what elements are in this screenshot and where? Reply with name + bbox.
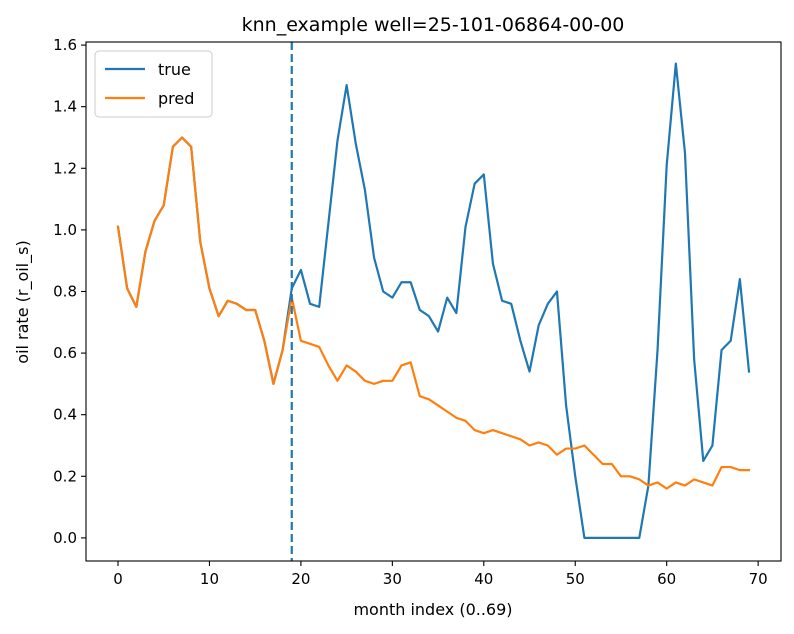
x-tick-label: 30 [383, 570, 402, 588]
y-tick-label: 1.6 [53, 36, 77, 54]
plot-area: 0 10 20 30 40 50 60 70 0.0 0.2 0.4 0.6 0.8 1.0 1.2 1.4 1… [53, 36, 782, 588]
y-tick-label: 0.8 [53, 282, 77, 300]
y-axis-label: oil rate (r_oil_s) [13, 240, 33, 363]
x-tick-label: 60 [657, 570, 676, 588]
x-tick-label: 0 [113, 570, 123, 588]
chart-title: knn_example well=25-101-06864-00-00 [242, 14, 625, 36]
x-tick-label: 40 [474, 570, 493, 588]
series-line-pred [116, 136, 751, 490]
x-tick-label: 70 [749, 570, 768, 588]
x-tick-label: 10 [200, 570, 219, 588]
legend-box [94, 50, 213, 118]
y-tick-label: 1.4 [53, 98, 77, 116]
x-tick-label: 20 [291, 570, 310, 588]
y-tick-label: 1.2 [53, 159, 77, 177]
y-tick-label: 0.2 [53, 467, 77, 485]
y-tick-label: 0.4 [53, 406, 77, 424]
axes-frame [85, 41, 782, 562]
y-tick-label: 0.6 [53, 344, 77, 362]
y-tick-label: 0.0 [53, 529, 77, 547]
legend-label-pred: pred [158, 89, 194, 108]
legend-label-true: true [158, 60, 191, 79]
x-tick-label: 50 [566, 570, 585, 588]
x-axis-label: month index (0..69) [353, 600, 512, 619]
y-tick-label: 1.0 [53, 221, 77, 239]
